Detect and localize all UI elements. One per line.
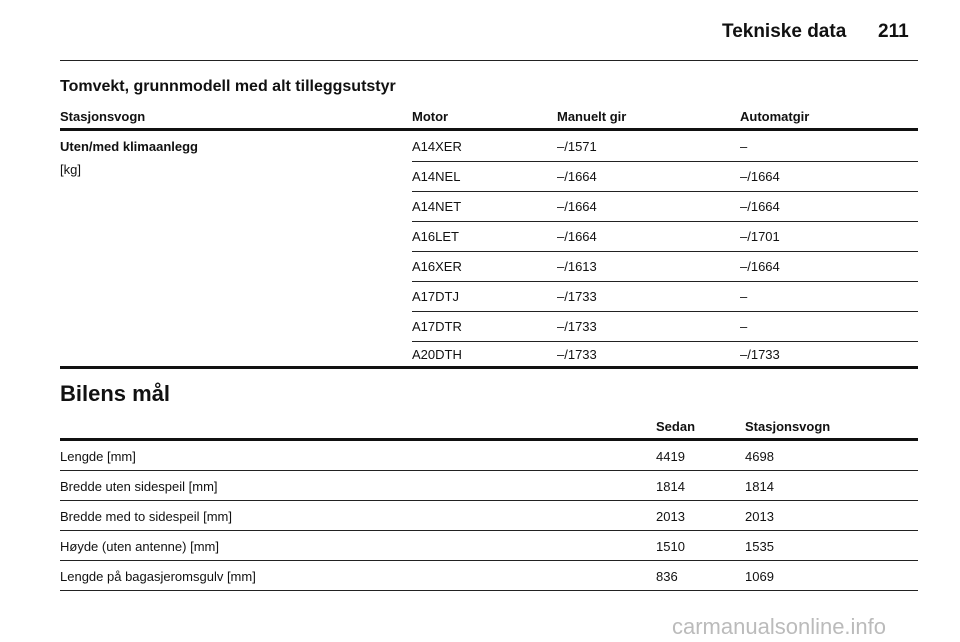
- column-header: Stasjonsvogn: [60, 109, 146, 124]
- table-title: Tomvekt, grunnmodell med alt tilleggsuts…: [60, 78, 396, 95]
- rule: [60, 366, 918, 369]
- cell: –/1664: [557, 199, 597, 214]
- rule: [412, 221, 918, 222]
- cell: –/1733: [557, 289, 597, 304]
- column-header: Manuelt gir: [557, 109, 627, 124]
- rule: [60, 128, 918, 131]
- cell: 2013: [656, 509, 685, 524]
- cell: A16XER: [412, 259, 462, 274]
- cell: –/1701: [740, 229, 780, 244]
- cell: 1535: [745, 539, 774, 554]
- cell: A16LET: [412, 229, 459, 244]
- cell: A14NEL: [412, 169, 461, 184]
- cell: A14XER: [412, 139, 462, 154]
- cell: 1510: [656, 539, 685, 554]
- row-label: Uten/med klimaanlegg: [60, 139, 198, 154]
- cell: –/1571: [557, 139, 597, 154]
- unit: [kg]: [60, 162, 81, 177]
- cell: –/1664: [740, 259, 780, 274]
- cell: A14NET: [412, 199, 462, 214]
- cell: 2013: [745, 509, 774, 524]
- column-header: Motor: [412, 109, 449, 124]
- rule: [60, 590, 918, 591]
- cell: A20DTH: [412, 347, 462, 362]
- cell: Høyde (uten antenne) [mm]: [60, 539, 219, 554]
- cell: –/1664: [557, 229, 597, 244]
- section-title: Tekniske data: [722, 21, 847, 42]
- cell: Lengde på bagasjeromsgulv [mm]: [60, 569, 256, 584]
- rule: [412, 251, 918, 252]
- rule: [60, 470, 918, 471]
- cell: Lengde [mm]: [60, 449, 136, 464]
- cell: –/1733: [557, 347, 597, 362]
- table-title: Bilens mål: [60, 381, 171, 406]
- rule: [60, 438, 918, 441]
- rule: [412, 281, 918, 282]
- rule: [412, 191, 918, 192]
- rule: [60, 560, 918, 561]
- cell: 1069: [745, 569, 774, 584]
- cell: –/1664: [557, 169, 597, 184]
- cell: Bredde med to sidespeil [mm]: [60, 509, 232, 524]
- cell: 1814: [656, 479, 685, 494]
- cell: –/1733: [740, 347, 780, 362]
- rule: [60, 500, 918, 501]
- rule: [412, 341, 918, 342]
- cell: –: [740, 289, 748, 304]
- cell: 836: [656, 569, 678, 584]
- cell: 1814: [745, 479, 774, 494]
- watermark: carmanualsonline.info: [672, 614, 887, 639]
- column-header: Sedan: [656, 419, 696, 434]
- cell: A17DTJ: [412, 289, 459, 304]
- column-header: Stasjonsvogn: [745, 419, 831, 434]
- cell: –: [740, 319, 748, 334]
- cell: A17DTR: [412, 319, 462, 334]
- cell: –/1733: [557, 319, 597, 334]
- cell: –/1613: [557, 259, 597, 274]
- cell: –/1664: [740, 199, 780, 214]
- cell: –: [740, 139, 748, 154]
- rule: [412, 161, 918, 162]
- rule: [60, 60, 918, 61]
- rule: [412, 311, 918, 312]
- cell: 4698: [745, 449, 774, 464]
- cell: –/1664: [740, 169, 780, 184]
- page-number: 211: [878, 21, 909, 42]
- cell: 4419: [656, 449, 685, 464]
- column-header: Automatgir: [740, 109, 810, 124]
- rule: [60, 530, 918, 531]
- cell: Bredde uten sidespeil [mm]: [60, 479, 218, 494]
